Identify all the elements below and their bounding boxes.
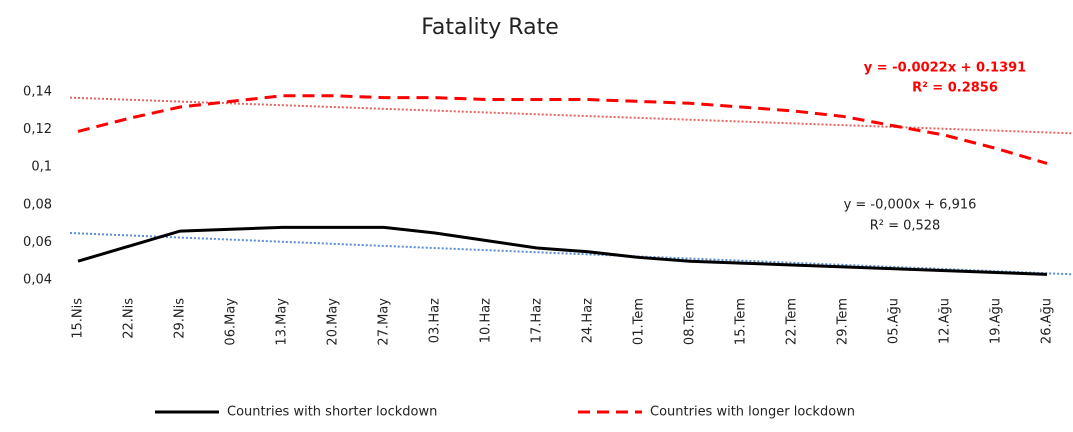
y-tick-label: 0,1 <box>31 160 52 175</box>
y-tick-label: 0,04 <box>23 273 52 288</box>
x-tick-label: 29.Nis <box>173 298 188 339</box>
x-tick-label: 19.Ağu <box>989 298 1004 344</box>
x-tick-label: 27.May <box>377 298 392 346</box>
x-tick-label: 06.May <box>224 298 239 346</box>
x-tick-label: 05.Ağu <box>887 298 902 344</box>
annotation: R² = 0.2856 <box>912 81 998 96</box>
annotation: y = -0,000x + 6,916 <box>844 198 977 213</box>
trendline <box>69 96 1073 135</box>
chart-title: Fatality Rate <box>421 15 559 40</box>
annotation: y = -0.0022x + 0.1391 <box>864 61 1026 76</box>
series-line <box>77 225 1048 276</box>
x-tick-label: 03.Haz <box>428 298 443 343</box>
x-tick-label: 24.Haz <box>581 298 596 343</box>
legend-label: Countries with shorter lockdown <box>227 405 437 420</box>
x-tick-label: 12.Ağu <box>938 298 953 344</box>
legend-label: Countries with longer lockdown <box>650 405 855 420</box>
y-tick-label: 0,06 <box>23 235 52 250</box>
x-tick-label: 22.Nis <box>122 298 137 339</box>
annotation: R² = 0,528 <box>870 219 941 234</box>
x-tick-label: 17.Haz <box>530 298 545 343</box>
series-line <box>77 94 1048 165</box>
y-tick-label: 0,14 <box>23 85 52 100</box>
x-tick-label: 22.Tem <box>785 298 800 345</box>
x-tick-label: 15.Nis <box>71 298 86 339</box>
x-tick-label: 01.Tem <box>632 298 647 345</box>
x-tick-label: 08.Tem <box>683 298 698 345</box>
x-tick-label: 29.Tem <box>836 298 851 345</box>
trendline <box>69 232 1073 276</box>
x-tick-label: 15.Tem <box>734 298 749 345</box>
x-tick-label: 20.May <box>326 298 341 346</box>
x-tick-label: 13.May <box>275 298 290 346</box>
x-tick-label: 10.Haz <box>479 298 494 343</box>
x-tick-label: 26.Ağu <box>1040 298 1055 344</box>
y-tick-label: 0,08 <box>23 197 52 212</box>
y-tick-label: 0,12 <box>23 122 52 137</box>
